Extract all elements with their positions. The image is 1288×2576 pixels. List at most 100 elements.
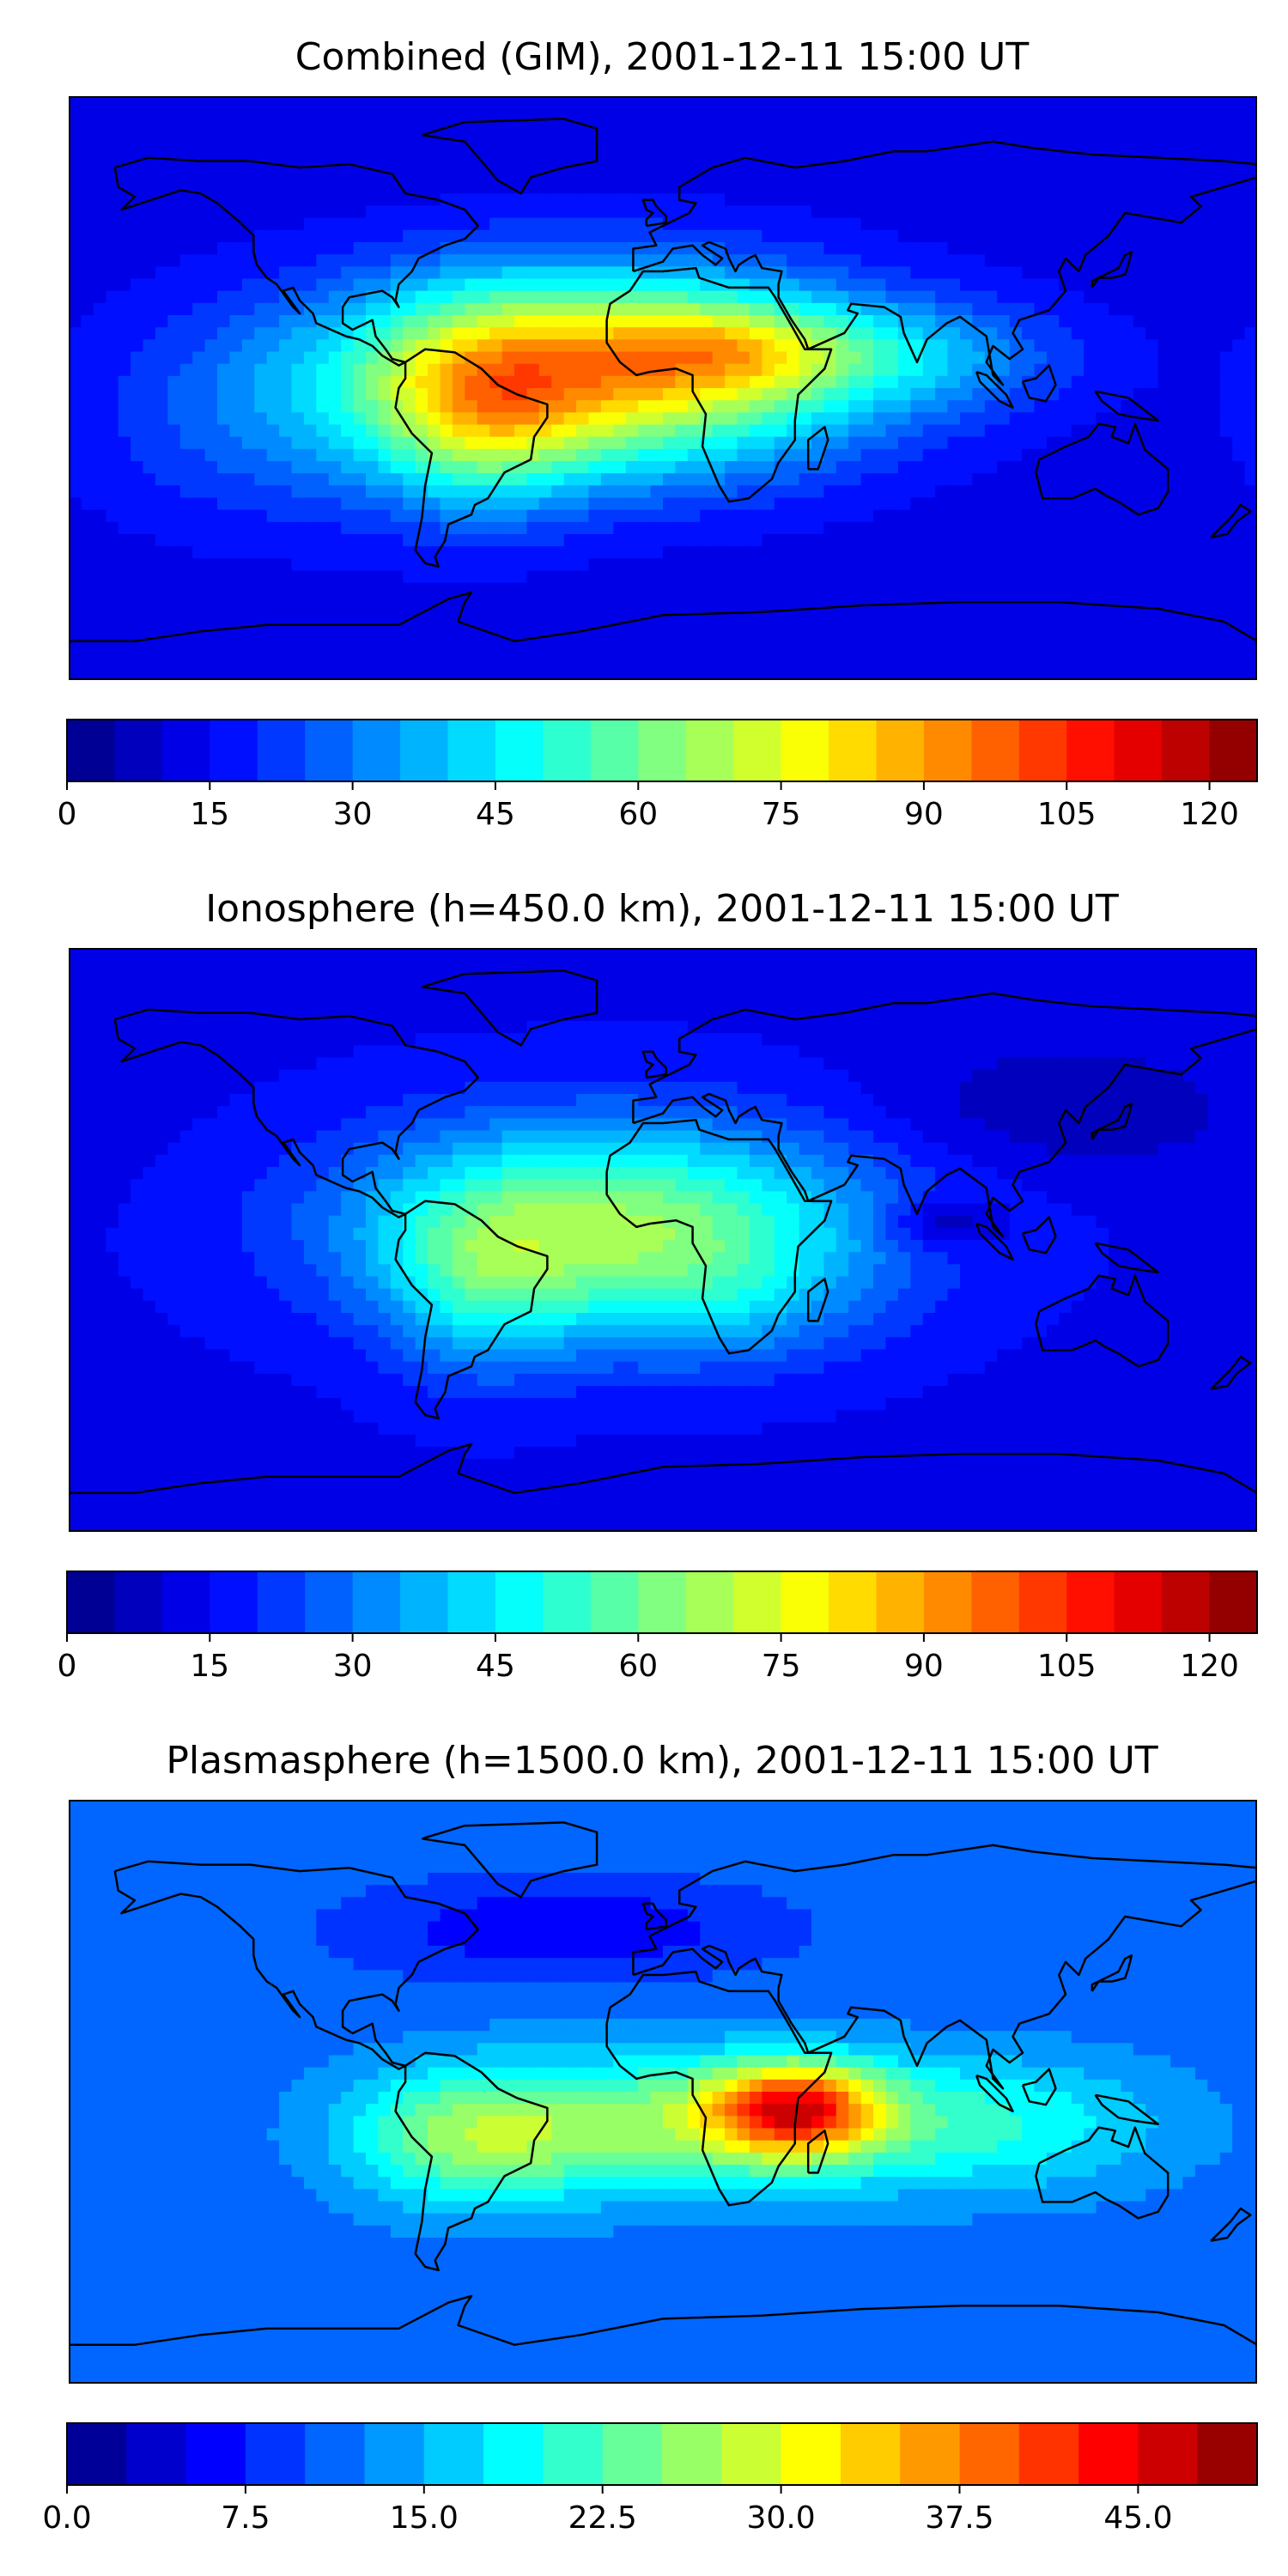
tec-cell	[650, 521, 664, 535]
tec-cell	[922, 363, 936, 377]
tec-cell	[440, 461, 453, 474]
tec-cell	[984, 181, 998, 194]
tec-cell	[266, 96, 280, 109]
tec-cell	[787, 339, 800, 353]
tec-cell	[1145, 570, 1159, 584]
tec-cell	[254, 169, 268, 182]
tec-cell	[131, 315, 144, 328]
tec-cell	[366, 643, 380, 657]
tec-cell	[935, 315, 949, 328]
tec-cell	[341, 436, 355, 450]
tec-cell	[984, 254, 998, 267]
tec-cell	[675, 315, 689, 328]
tec-cell	[947, 473, 961, 486]
tec-cell	[118, 667, 131, 680]
tec-cell	[254, 631, 268, 645]
tec-cell	[106, 315, 119, 328]
tec-cell	[526, 473, 540, 486]
tec-cell	[179, 242, 193, 255]
tec-cell	[291, 448, 305, 462]
tec-cell	[489, 266, 503, 280]
tec-cell	[106, 351, 119, 365]
tec-cell	[341, 972, 355, 986]
tec-cell	[1194, 339, 1208, 353]
tec-cell	[848, 485, 862, 499]
tec-cell	[1182, 278, 1196, 292]
tec-cell	[787, 570, 800, 584]
tec-cell	[823, 217, 837, 231]
tec-cell	[229, 594, 243, 608]
tec-cell	[143, 972, 156, 986]
tec-cell	[131, 607, 144, 620]
tec-cell	[1182, 558, 1196, 572]
tec-cell	[192, 984, 206, 998]
tec-cell	[712, 327, 726, 340]
tec-cell	[477, 473, 490, 486]
tec-cell	[1096, 193, 1109, 207]
tec-cell	[787, 643, 800, 657]
tec-cell	[167, 607, 181, 620]
tec-cell	[366, 558, 380, 572]
tec-cell	[1157, 546, 1171, 559]
tec-cell	[823, 960, 837, 973]
tec-cell	[1207, 643, 1221, 657]
tec-cell	[960, 169, 974, 182]
tec-cell	[1170, 351, 1184, 365]
tec-cell	[563, 242, 577, 255]
tec-cell	[576, 570, 590, 584]
tec-cell	[1084, 229, 1097, 243]
tec-cell	[860, 948, 874, 961]
tec-cell	[922, 156, 936, 170]
tec-cell	[143, 594, 156, 608]
tec-cell	[477, 631, 490, 645]
tec-cell	[1170, 278, 1184, 292]
tec-cell	[143, 619, 156, 632]
tec-cell	[415, 643, 428, 657]
tec-cell	[254, 217, 268, 231]
tec-cell	[241, 217, 255, 231]
tec-cell	[353, 412, 367, 426]
tec-cell	[972, 424, 986, 438]
tec-cell	[972, 655, 986, 669]
tec-cell	[960, 497, 974, 511]
tec-cell	[1194, 570, 1208, 584]
tec-cell	[428, 254, 441, 267]
tec-cell	[477, 205, 490, 219]
tec-cell	[465, 643, 478, 657]
tec-cell	[650, 570, 664, 584]
tec-cell	[1232, 436, 1246, 450]
tec-cell	[1109, 655, 1122, 669]
tec-cell	[1244, 120, 1257, 134]
tec-cell	[799, 461, 812, 474]
tec-cell	[254, 448, 268, 462]
tec-cell	[1034, 254, 1048, 267]
tec-cell	[440, 278, 453, 292]
tec-cell	[465, 375, 478, 389]
tec-cell	[1133, 169, 1146, 182]
tec-cell	[279, 546, 293, 559]
tec-cell	[799, 217, 812, 231]
tec-cell	[526, 229, 540, 243]
tec-cell	[1009, 181, 1023, 194]
tec-cell	[885, 120, 899, 134]
tec-cell	[823, 412, 837, 426]
tec-cell	[465, 290, 478, 304]
tec-cell	[799, 169, 812, 182]
tec-cell	[217, 984, 231, 998]
tec-cell	[1194, 315, 1208, 328]
tec-cell	[860, 558, 874, 572]
tec-cell	[638, 497, 652, 511]
tec-cell	[366, 400, 380, 413]
tec-cell	[403, 582, 416, 596]
tec-cell	[774, 972, 787, 986]
tec-cell	[737, 388, 750, 401]
tec-cell	[947, 960, 961, 973]
tec-cell	[576, 254, 590, 267]
tec-cell	[179, 315, 193, 328]
tec-cell	[835, 132, 849, 146]
tec-cell	[848, 521, 862, 535]
tec-cell	[922, 509, 936, 523]
tec-cell	[378, 960, 392, 973]
tec-cell	[266, 473, 280, 486]
tec-cell	[179, 302, 193, 316]
